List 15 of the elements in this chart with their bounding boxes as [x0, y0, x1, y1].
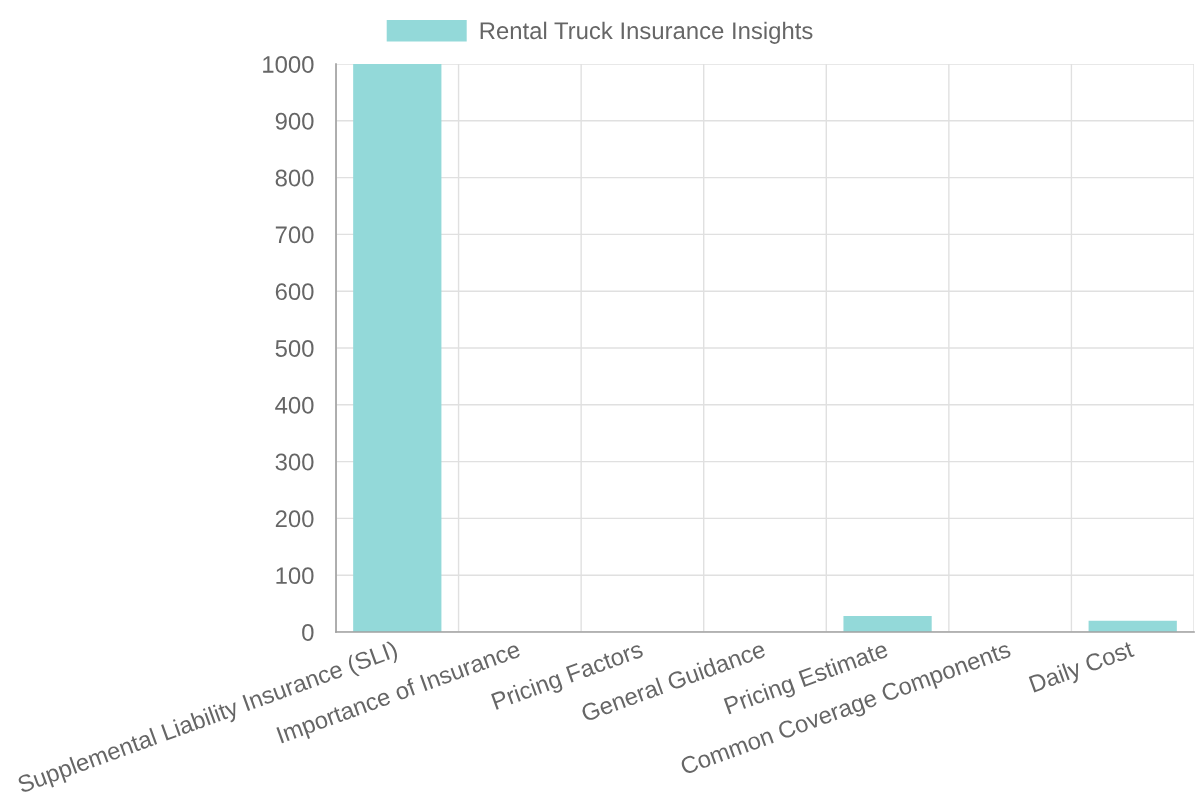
bar: [843, 616, 932, 632]
y-tick-label: 800: [275, 169, 314, 187]
y-tick-label: 200: [275, 510, 314, 528]
x-tick-label: Daily Cost: [1028, 639, 1137, 698]
y-tick-label: 100: [276, 567, 314, 585]
legend-label: Rental Truck Insurance Insights: [480, 21, 813, 44]
y-tick-label: 700: [275, 226, 314, 244]
bar: [353, 64, 442, 632]
y-tick-label: 1000: [263, 55, 314, 73]
y-tick-label: 400: [275, 396, 314, 414]
y-tick-label: 600: [275, 283, 314, 301]
y-tick-label: 900: [275, 112, 314, 130]
y-tick-label: 0: [302, 623, 314, 641]
y-tick-label: 500: [275, 339, 314, 357]
y-tick-label: 300: [275, 453, 314, 471]
